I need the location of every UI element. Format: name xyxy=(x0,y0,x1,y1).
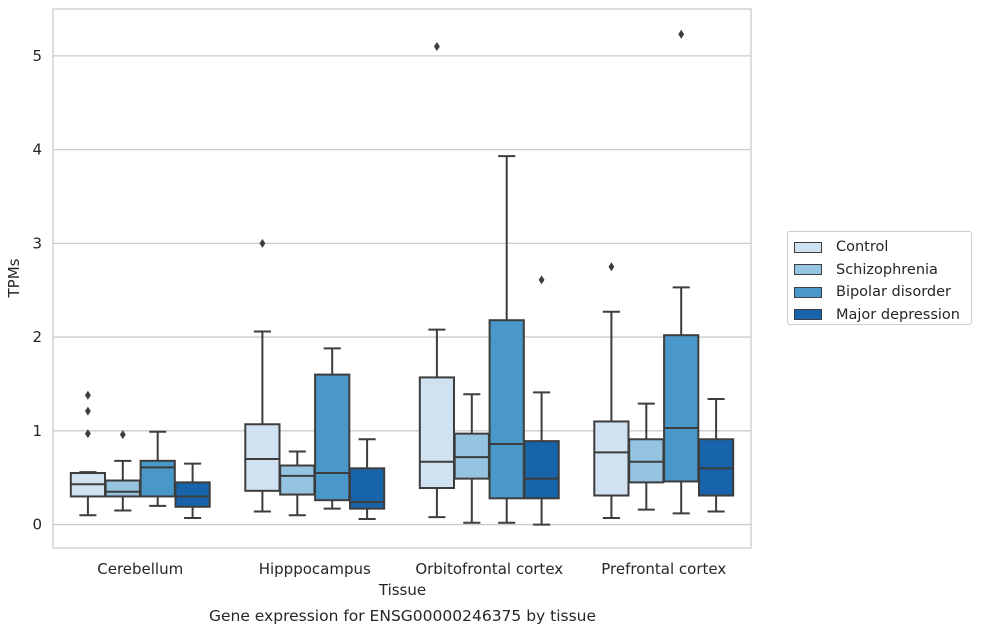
box-iqr xyxy=(488,319,525,500)
y-tick-label: 4 xyxy=(32,141,42,159)
box-group xyxy=(523,275,560,526)
x-tick-label: Prefrontal cortex xyxy=(601,560,726,578)
y-tick-label: 3 xyxy=(32,234,42,252)
x-tick-label: Hipppocampus xyxy=(259,560,371,578)
legend-swatch xyxy=(794,264,822,276)
outlier-point xyxy=(259,238,266,248)
outlier-point xyxy=(608,262,615,272)
box-iqr xyxy=(244,423,281,492)
box-group xyxy=(453,393,490,524)
outlier-point xyxy=(84,429,91,439)
legend-item: Major depression xyxy=(794,304,965,327)
legend-item: Schizophrenia xyxy=(794,259,965,282)
legend-item: Control xyxy=(794,236,965,259)
outlier-point xyxy=(678,29,685,39)
legend-label: Bipolar disorder xyxy=(836,284,951,301)
box-group xyxy=(348,438,386,520)
x-tick-label: Cerebellum xyxy=(97,560,183,578)
legend-swatch xyxy=(794,241,822,253)
box-group xyxy=(69,390,107,517)
legend: Control Schizophrenia Bipolar disorder Majo… xyxy=(787,231,972,325)
box-group xyxy=(488,155,525,524)
box-iqr xyxy=(174,481,211,508)
box-group xyxy=(663,29,700,515)
box-iqr xyxy=(418,376,456,490)
box-iqr xyxy=(279,464,316,496)
box-group xyxy=(104,430,141,512)
outlier-point xyxy=(119,430,126,440)
box-group xyxy=(697,397,735,513)
box-iqr xyxy=(663,334,700,483)
box-group xyxy=(174,462,211,520)
legend-swatch xyxy=(794,309,822,321)
y-tick-label: 1 xyxy=(32,422,42,440)
box-iqr xyxy=(593,420,630,497)
legend-label: Control xyxy=(836,239,889,256)
box-iqr xyxy=(139,459,176,498)
box-group xyxy=(139,430,176,507)
box-iqr xyxy=(104,479,141,498)
box-group xyxy=(418,41,456,519)
box-iqr xyxy=(523,440,560,500)
box-group xyxy=(628,402,665,511)
outlier-point xyxy=(433,41,440,51)
legend-swatch xyxy=(794,286,822,298)
y-axis-label: TPMs xyxy=(5,258,23,298)
y-tick-label: 2 xyxy=(32,328,42,346)
y-tick-label: 5 xyxy=(32,47,42,65)
outlier-point xyxy=(84,390,91,400)
outlier-point xyxy=(84,406,91,416)
box-iqr xyxy=(314,373,351,502)
legend-label: Major depression xyxy=(836,306,960,323)
outlier-point xyxy=(538,275,545,285)
legend-item: Bipolar disorder xyxy=(794,281,965,304)
x-axis-label: Tissue xyxy=(378,581,427,599)
chart-caption: Gene expression for ENSG00000246375 by t… xyxy=(208,607,597,625)
box-group xyxy=(244,238,281,513)
y-tick-label: 0 xyxy=(32,516,42,534)
box-group xyxy=(279,450,316,517)
box-group xyxy=(314,347,351,510)
legend-label: Schizophrenia xyxy=(836,261,938,278)
x-tick-label: Orbitofrontal cortex xyxy=(415,560,563,578)
